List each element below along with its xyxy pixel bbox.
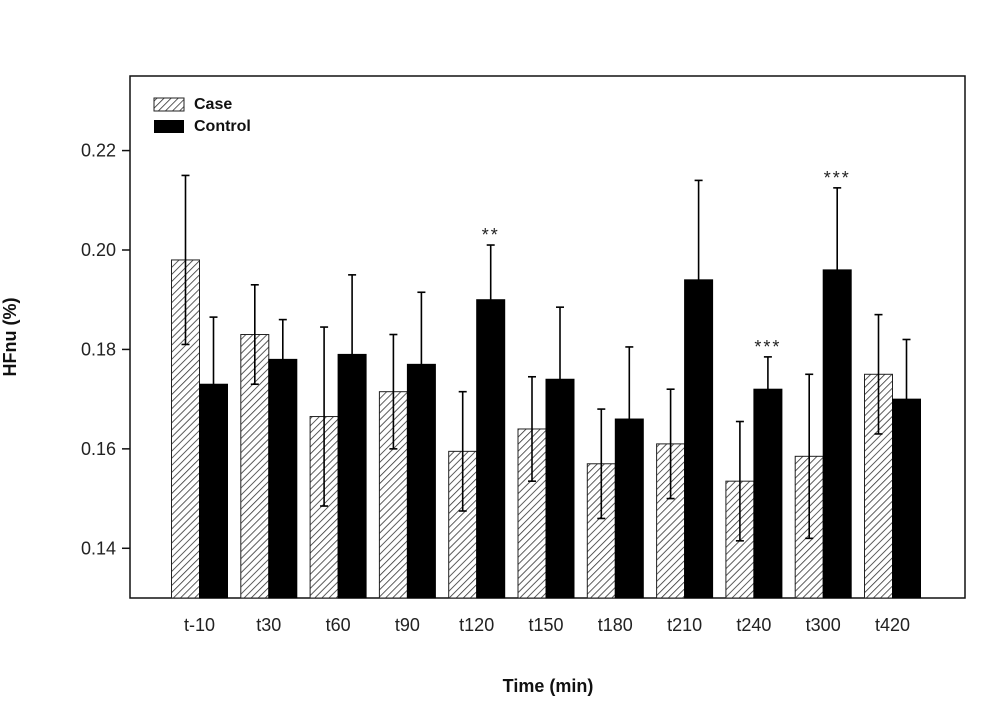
legend-swatch-case [153, 97, 185, 112]
y-tick-label: 0.18 [81, 339, 116, 359]
y-tick-label: 0.16 [81, 439, 116, 459]
legend-swatch-control [154, 120, 184, 133]
y-axis-title: HFnu (%) [0, 298, 20, 377]
x-tick-label: t210 [667, 615, 702, 635]
y-tick-label: 0.20 [81, 240, 116, 260]
x-tick-label: t-10 [184, 615, 215, 635]
bar-control [753, 388, 783, 599]
x-axis: t-10 t30 t60 t90 t120 t150 t180 t210 t240 t300 t42… [184, 615, 910, 635]
x-tick-label: t120 [459, 615, 494, 635]
x-tick-label: t30 [256, 615, 281, 635]
bars [171, 259, 921, 599]
legend: Case Control [153, 96, 251, 135]
significance-label: *** [824, 168, 851, 188]
significance-label: ** [482, 225, 500, 245]
x-tick-label: t180 [598, 615, 633, 635]
bar-control [199, 383, 228, 599]
y-tick-label: 0.22 [81, 141, 116, 161]
x-tick-label: t90 [395, 615, 420, 635]
y-axis: 0.14 0.16 0.18 0.20 0.22 [81, 141, 130, 558]
x-tick-label: t150 [528, 615, 563, 635]
bar-control [684, 279, 714, 599]
x-axis-title: Time (min) [503, 676, 594, 696]
x-tick-label: t300 [806, 615, 841, 635]
x-tick-label: t240 [736, 615, 771, 635]
significance-label: *** [754, 337, 781, 357]
error-bars [181, 174, 911, 542]
significance-marks: ******** [482, 168, 851, 357]
x-tick-label: t60 [326, 615, 351, 635]
legend-label-case: Case [194, 96, 232, 113]
legend-label-control: Control [194, 118, 251, 135]
x-tick-label: t420 [875, 615, 910, 635]
y-tick-label: 0.14 [81, 538, 116, 558]
